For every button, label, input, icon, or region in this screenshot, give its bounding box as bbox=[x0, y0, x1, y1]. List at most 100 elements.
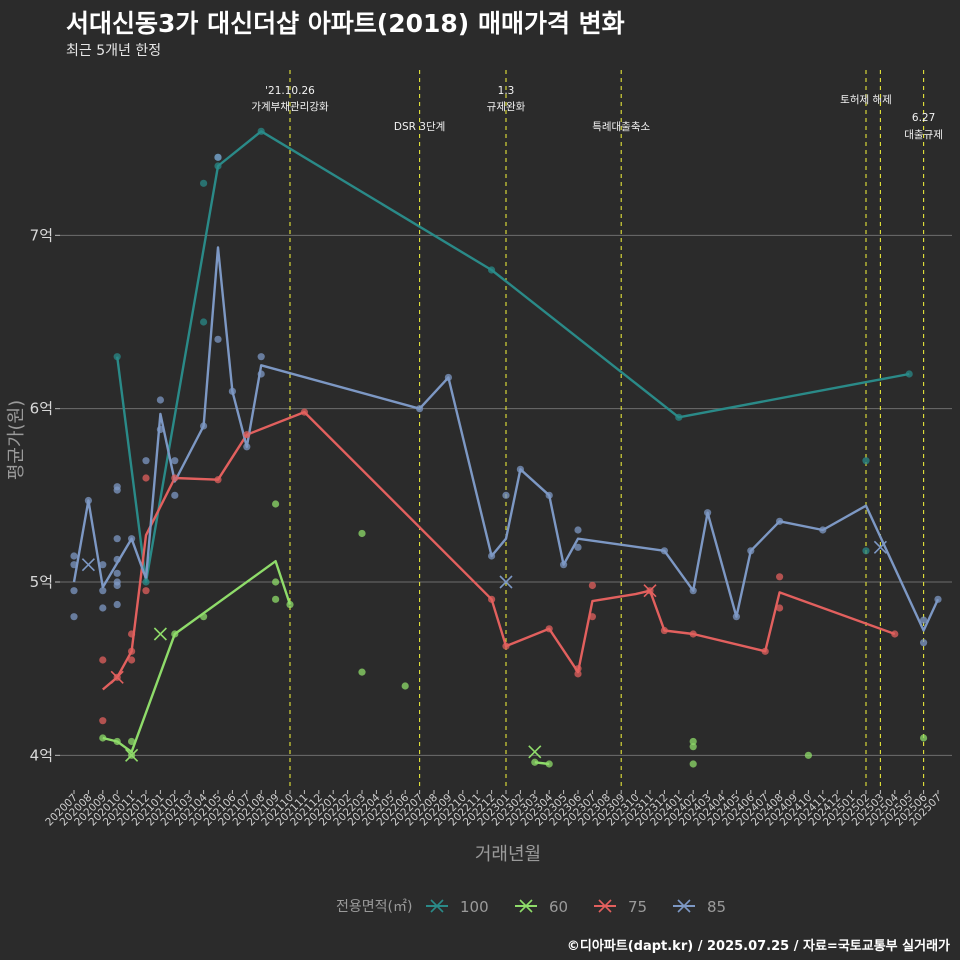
data-point-75 bbox=[488, 595, 496, 603]
data-point-60 bbox=[272, 595, 280, 603]
data-point-60 bbox=[920, 734, 928, 742]
data-point-85 bbox=[819, 526, 827, 534]
data-point-85 bbox=[704, 509, 712, 517]
y-tick-label: 6억 bbox=[30, 400, 53, 418]
data-point-100 bbox=[862, 457, 870, 465]
data-point-85 bbox=[156, 396, 164, 404]
data-point-85 bbox=[171, 491, 179, 499]
data-point-60 bbox=[401, 682, 409, 690]
data-point-60 bbox=[689, 737, 697, 746]
data-point-60 bbox=[272, 578, 280, 586]
y-axis-ticks: 4억 5억 6억 7억 bbox=[30, 226, 60, 764]
data-point-85 bbox=[113, 555, 121, 564]
data-point-100 bbox=[200, 318, 208, 326]
data-point-75 bbox=[588, 581, 597, 590]
data-point-85 bbox=[660, 547, 669, 555]
data-point-100 bbox=[142, 578, 150, 586]
legend-label-75: 75 bbox=[628, 898, 647, 916]
chart-subtitle: 최근 5개년 한정 bbox=[66, 43, 162, 59]
event-label: 규제완화 bbox=[487, 100, 526, 113]
event-label: DSR 3단계 bbox=[394, 121, 445, 133]
legend-cross-60 bbox=[519, 899, 533, 913]
data-point-75 bbox=[502, 642, 510, 650]
data-point-85 bbox=[99, 604, 107, 612]
event-label: 토허제 해제 bbox=[840, 93, 892, 106]
legend-label-100: 100 bbox=[460, 898, 489, 916]
legend-label-85: 85 bbox=[707, 898, 726, 916]
data-point-85 bbox=[257, 370, 265, 378]
y-axis-title: 평균가(원) bbox=[6, 400, 27, 480]
legend-cross-100 bbox=[430, 899, 444, 913]
data-point-85 bbox=[128, 535, 136, 543]
data-point-75 bbox=[243, 431, 251, 439]
series-points bbox=[70, 127, 942, 768]
cross-marker-75 bbox=[110, 670, 124, 684]
data-point-85 bbox=[99, 561, 107, 569]
chart-title: 서대신동3가 대신더샵 아파트(2018) 매매가격 변화 bbox=[66, 9, 625, 38]
legend-label-60: 60 bbox=[549, 898, 568, 916]
data-point-75 bbox=[214, 476, 222, 484]
y-tick-label: 7억 bbox=[30, 226, 53, 244]
data-point-85 bbox=[214, 335, 222, 343]
data-point-100 bbox=[257, 127, 265, 135]
y-tick-label: 5억 bbox=[30, 573, 53, 591]
event-label: '21.10.26 bbox=[265, 85, 315, 97]
data-point-60 bbox=[689, 743, 697, 751]
data-point-75 bbox=[128, 647, 136, 655]
event-label: 1.3 bbox=[498, 85, 515, 97]
data-point-75 bbox=[660, 626, 669, 635]
cross-marker-85 bbox=[81, 558, 95, 572]
data-point-85 bbox=[747, 547, 755, 555]
data-point-75 bbox=[128, 656, 136, 664]
data-point-100 bbox=[905, 370, 913, 378]
data-point-85 bbox=[70, 613, 78, 621]
data-point-60 bbox=[804, 751, 813, 759]
data-point-75 bbox=[545, 625, 553, 633]
legend-title: 전용면적(㎡) bbox=[336, 899, 412, 915]
series-markers bbox=[81, 540, 887, 762]
data-point-60 bbox=[272, 500, 280, 508]
data-point-75 bbox=[761, 647, 769, 655]
data-point-85 bbox=[113, 581, 121, 590]
data-point-85 bbox=[214, 153, 222, 161]
data-point-100 bbox=[113, 353, 121, 361]
data-point-85 bbox=[574, 543, 582, 551]
cross-marker-85 bbox=[499, 575, 513, 589]
data-point-85 bbox=[171, 457, 179, 465]
data-point-85 bbox=[70, 587, 78, 595]
data-point-85 bbox=[257, 353, 265, 361]
data-point-85 bbox=[99, 587, 107, 595]
data-point-75 bbox=[128, 630, 136, 638]
data-point-85 bbox=[560, 561, 568, 569]
data-point-75 bbox=[689, 630, 697, 638]
data-point-100 bbox=[488, 266, 496, 274]
data-point-75 bbox=[776, 604, 784, 612]
data-point-85 bbox=[113, 535, 121, 543]
data-point-75 bbox=[574, 670, 582, 678]
data-point-85 bbox=[228, 387, 236, 395]
data-point-85 bbox=[243, 443, 251, 451]
data-point-75 bbox=[891, 630, 899, 638]
cross-marker-60 bbox=[528, 745, 542, 759]
data-point-85 bbox=[488, 552, 496, 560]
data-point-60 bbox=[689, 760, 697, 768]
data-point-85 bbox=[776, 517, 784, 525]
data-point-60 bbox=[358, 668, 366, 676]
data-point-85 bbox=[113, 486, 121, 494]
data-point-60 bbox=[128, 737, 136, 746]
data-point-85 bbox=[934, 595, 942, 603]
data-point-85 bbox=[70, 561, 78, 569]
cross-marker-60 bbox=[153, 627, 167, 641]
data-point-85 bbox=[574, 526, 582, 534]
data-point-75 bbox=[142, 587, 150, 595]
series-line-75 bbox=[102, 410, 896, 691]
data-point-100 bbox=[200, 179, 208, 187]
series-line-85 bbox=[72, 246, 940, 632]
data-point-75 bbox=[99, 656, 107, 664]
x-axis-title: 거래년월 bbox=[475, 844, 541, 865]
data-point-85 bbox=[416, 405, 424, 413]
data-point-60 bbox=[286, 600, 294, 609]
event-label: 대출규제 bbox=[904, 129, 943, 141]
data-point-85 bbox=[200, 422, 208, 430]
